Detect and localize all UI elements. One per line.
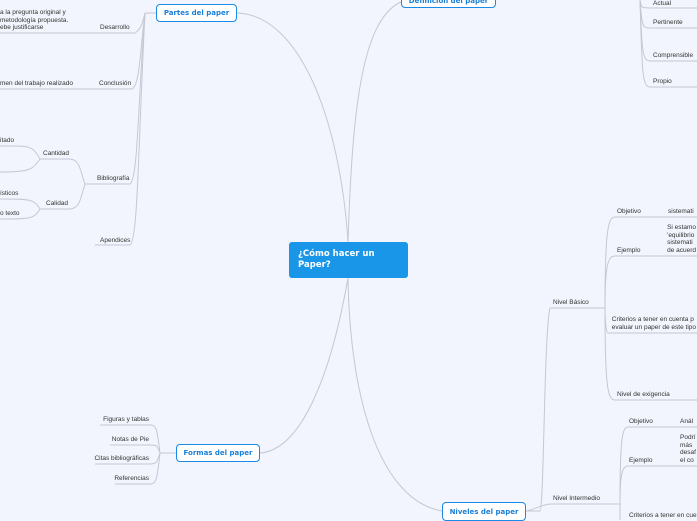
formas-item[interactable]: Figuras y tablas	[103, 416, 149, 423]
subtopic-nivel-basico[interactable]: Nivel Básico	[553, 299, 589, 306]
calidad-child[interactable]: o texto	[0, 210, 20, 217]
subtopic-calidad[interactable]: Calidad	[46, 200, 69, 207]
text-line: el co	[680, 456, 694, 464]
topic-definicion-del-paper[interactable]: Definición del paper	[401, 0, 496, 8]
basico-nivel-exigencia[interactable]: Nivel de exigencia	[617, 391, 670, 398]
subtopic-desarrollo[interactable]: Desarrollo	[100, 24, 130, 31]
subtopic-bibliografia[interactable]: Bibliografía	[97, 175, 130, 182]
desarrollo-text[interactable]: a la pregunta original y metodología prop…	[0, 9, 68, 32]
text-line: a la pregunta original y	[0, 9, 66, 16]
definicion-item[interactable]: Comprensible	[653, 52, 694, 59]
intermedio-objetivo[interactable]: Objetivo	[629, 418, 653, 425]
text-line: metodología propuesta.	[0, 16, 69, 24]
subtopic-cantidad[interactable]: Cantidad	[43, 150, 70, 157]
formas-item[interactable]: Referencias	[114, 475, 149, 482]
central-topic[interactable]: ¿Cómo hacer un Paper?	[289, 242, 408, 278]
text-line: de acuerd	[667, 246, 696, 254]
basico-ejemplo-text[interactable]: Si estamo'equilibrio sistemati de acuerd	[667, 224, 696, 254]
conclusion-text[interactable]: men del trabajo realizado	[0, 80, 73, 87]
basico-objetivo[interactable]: Objetivo	[617, 208, 641, 215]
text-line: sistemati	[667, 239, 693, 246]
subtopic-nivel-intermedio[interactable]: Nivel Intermedio	[553, 495, 600, 502]
definicion-item[interactable]: Propio	[653, 78, 672, 85]
intermedio-criterios[interactable]: Criterios a tener en cue	[629, 512, 697, 519]
intermedio-ejemplo-text[interactable]: Podrí más desaf el co	[680, 434, 696, 464]
text-line: más	[680, 441, 693, 449]
basico-objetivo-text[interactable]: sistemati	[668, 208, 694, 215]
formas-item[interactable]: Citas bibliográficas	[94, 455, 149, 462]
text-line: 'equilibrio	[667, 231, 695, 239]
subtopic-apendices[interactable]: Apendices	[100, 237, 131, 244]
subtopic-conclusion[interactable]: Conclusión	[99, 80, 132, 87]
topic-partes-del-paper[interactable]: Partes del paper	[156, 4, 237, 22]
text-line: desaf	[680, 449, 696, 456]
text-line: Criterios a tener en cuenta p	[611, 316, 694, 323]
text-line: Podrí	[680, 434, 696, 441]
definicion-item[interactable]: Actual	[653, 0, 672, 7]
text-line: ebe justificarse	[0, 24, 44, 31]
text-line: Si estamo	[667, 224, 696, 231]
basico-criterios[interactable]: Criterios a tener en cuenta p evaluar un …	[612, 316, 696, 331]
intermedio-objetivo-text[interactable]: Anál	[680, 418, 694, 425]
intermedio-ejemplo[interactable]: Ejemplo	[629, 457, 653, 464]
text-line: evaluar un paper de este tipo	[611, 323, 696, 331]
topic-niveles-del-paper[interactable]: Niveles del paper	[442, 502, 526, 521]
definicion-item[interactable]: Pertinente	[653, 19, 683, 26]
formas-item[interactable]: Notas de Pie	[111, 436, 149, 443]
cantidad-child[interactable]: itado	[0, 137, 15, 144]
calidad-child[interactable]: ísticos	[0, 190, 19, 197]
topic-formas-del-paper[interactable]: Formas del paper	[176, 444, 260, 462]
basico-ejemplo[interactable]: Ejemplo	[617, 247, 641, 254]
